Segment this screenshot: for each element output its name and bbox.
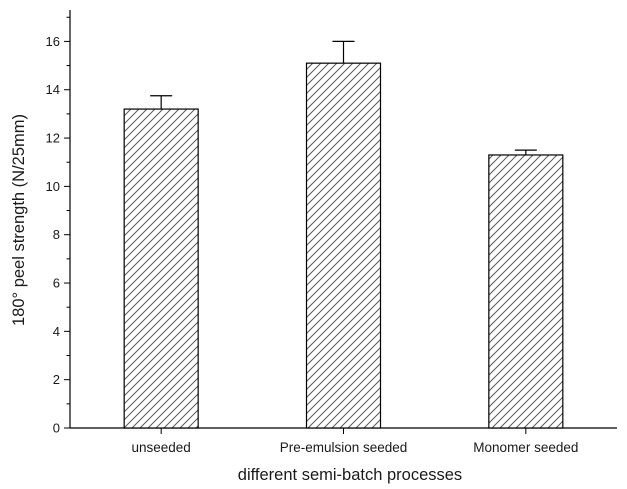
y-tick-label: 16	[46, 34, 60, 49]
x-tick-label: Pre-emulsion seeded	[280, 440, 408, 455]
bar-monomer-seeded	[488, 154, 564, 429]
bar-unseeded	[123, 108, 199, 429]
x-tick-label: Monomer seeded	[473, 440, 578, 455]
x-tick-label: unseeded	[132, 440, 191, 455]
y-axis-title: 180° peel strength (N/25mm)	[10, 114, 28, 326]
y-axis: 0 2 4 6 8 10 12 14 16	[46, 10, 71, 436]
y-tick-label: 14	[46, 82, 60, 97]
bars	[123, 40, 564, 429]
y-tick-label: 12	[46, 131, 60, 146]
x-axis: unseeded Pre-emulsion seeded Monomer seede…	[70, 427, 617, 455]
x-axis-title: different semi-batch processes	[238, 466, 462, 484]
y-tick-label: 8	[53, 227, 60, 242]
y-tick-label: 6	[53, 276, 60, 291]
y-tick-label: 2	[53, 372, 60, 387]
bar-pre-emulsion-seeded	[305, 62, 382, 429]
y-tick-label: 10	[46, 179, 60, 194]
y-tick-label: 0	[53, 421, 60, 436]
y-tick-label: 4	[53, 324, 60, 339]
